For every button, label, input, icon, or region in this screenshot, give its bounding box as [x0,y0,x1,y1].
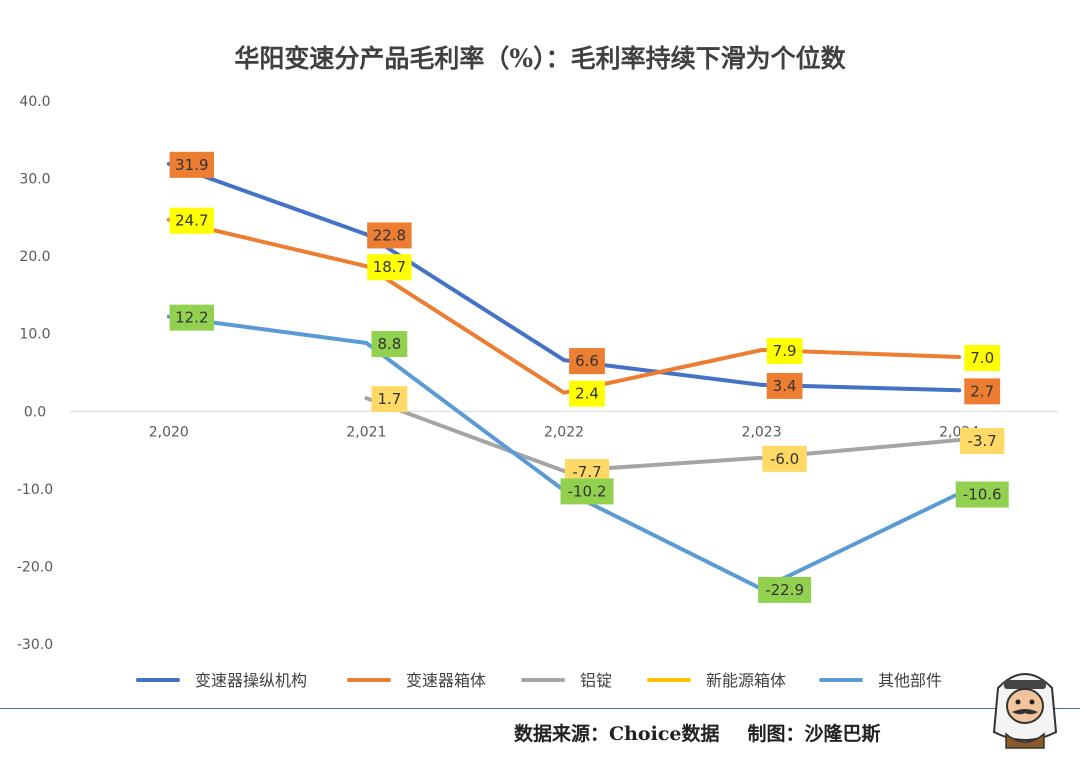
data-label-text: -10.2 [568,482,607,500]
legend: 变速器操纵机构 变速器箱体 铝锭 新能源箱体 其他部件 [136,671,942,690]
data-label-box [964,378,1001,405]
data-label-box [762,445,807,472]
data-label: 12.2 [169,304,214,331]
y-axis: 40.0 30.0 20.0 10.0 0.0 -10.0 -20.0 -30.0 [17,94,53,653]
data-label-text: 31.9 [175,156,208,174]
data-label-box [169,151,214,178]
y-tick-label: 10.0 [19,327,50,343]
data-labels: 31.9 22.8 6.6 3.4 2.7 24.7 18.7 2.4 7.9 7.0 1.7 -7.… [169,151,1009,603]
data-label: 7.0 [964,344,1001,371]
x-tick-label: 2,020 [149,424,189,440]
data-label-text: 6.6 [575,352,599,370]
source-line: 数据来源：Choice数据 制图：沙隆巴斯 [514,719,909,746]
data-label: -10.6 [955,481,1009,508]
y-tick-label: -20.0 [17,559,53,575]
data-label-box [960,427,1005,454]
legend-label: 新能源箱体 [706,671,786,690]
data-label-text: 7.9 [773,342,797,360]
data-label: 3.4 [766,372,803,399]
series-line-4 [166,314,962,591]
data-label: 2.7 [964,378,1001,405]
data-label: 8.8 [371,331,408,358]
series-line-0 [166,161,962,393]
data-label-text: -3.7 [968,432,997,450]
data-label: -6.0 [762,445,807,472]
data-label-text: 24.7 [175,212,208,230]
data-label-box [169,304,214,331]
y-tick-label: 30.0 [19,172,50,188]
data-label-box [371,386,408,413]
data-label-box [758,576,812,603]
legend-item: 铝锭 [521,671,612,690]
data-label-box [766,338,803,365]
legend-item: 变速器操纵机构 [136,671,307,690]
data-label-box [371,331,408,358]
data-label-box [560,478,614,505]
data-label-box [766,372,803,399]
data-label-text: 3.4 [773,377,797,395]
legend-item: 其他部件 [819,671,942,690]
data-label-text: 2.7 [970,382,994,400]
data-label-text: 7.0 [970,349,994,367]
gross-margin-line-chart: 华阳变速分产品毛利率（%）：毛利率持续下滑为个位数 40.0 30.0 20.0 10… [17,44,1058,690]
data-label-box [367,254,412,281]
data-label-text: 12.2 [175,309,208,327]
legend-label: 铝锭 [580,671,612,690]
data-label-text: 8.8 [377,335,401,353]
legend-label: 变速器箱体 [406,671,486,690]
data-label-text: -6.0 [770,450,799,468]
chart-title: 华阳变速分产品毛利率（%）：毛利率持续下滑为个位数 [234,44,846,73]
data-label: 31.9 [169,151,214,178]
data-label: 1.7 [371,386,408,413]
legend-label: 变速器操纵机构 [195,671,307,690]
data-label-text: 1.7 [377,390,401,408]
data-label: -3.7 [960,427,1005,454]
data-label-text: 18.7 [373,258,406,276]
x-tick-label: 2,021 [346,424,386,440]
data-label-text: 2.4 [575,385,599,403]
data-label-box [955,481,1009,508]
data-label-box [169,207,214,234]
data-label-text: 22.8 [373,226,406,244]
data-label: 6.6 [569,348,605,375]
data-label: 22.8 [367,222,412,249]
data-label-text: -22.9 [765,581,804,599]
x-tick-label: 2,022 [544,424,584,440]
data-label-box [964,344,1001,371]
data-label-box [367,222,412,249]
data-label-text: -7.7 [572,463,601,481]
y-tick-label: -30.0 [17,637,53,653]
legend-item: 新能源箱体 [647,671,786,690]
data-label-text: -10.6 [963,486,1002,504]
data-label-box [569,380,605,407]
mascot-logo [992,673,1058,749]
x-axis: 2,020 2,021 2,022 2,023 2,024 [70,410,1058,440]
data-label: 24.7 [169,207,214,234]
y-tick-label: 20.0 [19,249,50,265]
series-lines [166,161,962,591]
data-label: 2.4 [569,380,605,407]
data-label: 18.7 [367,254,412,281]
y-tick-label: -10.0 [17,482,53,498]
series-line-2 [364,396,962,473]
data-source: 数据来源：Choice数据 [514,723,720,745]
data-label-box [569,348,605,375]
chart-credit: 制图：沙隆巴斯 [747,723,881,745]
data-label: -22.9 [758,576,812,603]
y-tick-label: 0.0 [24,404,46,420]
legend-item: 变速器箱体 [347,671,486,690]
x-tick-label: 2,023 [742,424,782,440]
y-tick-label: 40.0 [19,94,50,110]
data-label: -10.2 [560,478,614,505]
legend-label: 其他部件 [878,671,942,690]
series-line-1 [166,217,962,395]
data-label: 7.9 [766,338,803,365]
footer-rule [0,708,1080,709]
